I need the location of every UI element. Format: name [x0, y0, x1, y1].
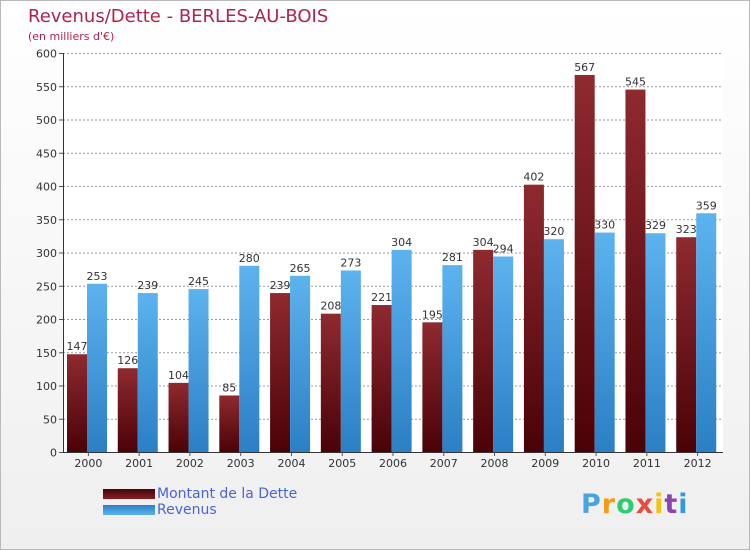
- data-label-dette: 85: [222, 381, 236, 394]
- data-label-dette: 126: [117, 354, 138, 367]
- x-tick-label: 2001: [125, 457, 153, 470]
- data-label-dette: 195: [422, 308, 443, 321]
- x-tick-label: 2008: [481, 457, 509, 470]
- bar-dette: [320, 313, 341, 452]
- bar-dette: [67, 354, 87, 452]
- proxiti-logo: Proxiti: [581, 489, 689, 520]
- data-label-dette: 323: [676, 223, 697, 236]
- data-label-dette: 239: [270, 279, 291, 292]
- bar-revenus: [290, 275, 311, 452]
- logo-letter: i: [678, 489, 689, 520]
- legend-label-dette: Montant de la Dette: [157, 486, 298, 502]
- y-tick-label: 600: [36, 48, 57, 61]
- legend-label-revenus: Revenus: [157, 502, 217, 518]
- y-tick-label: 250: [36, 280, 57, 293]
- y-tick-label: 500: [36, 114, 57, 127]
- bar-dette: [371, 305, 392, 452]
- bar-revenus: [442, 265, 463, 452]
- bar-revenus: [696, 213, 717, 452]
- x-tick-label: 2007: [430, 457, 458, 470]
- legend-swatch-revenus: [103, 505, 155, 515]
- bar-dette: [574, 74, 595, 452]
- bar-revenus: [543, 239, 564, 452]
- data-label-dette: 567: [574, 61, 595, 74]
- bar-revenus: [594, 232, 615, 452]
- x-tick-label: 2005: [328, 457, 356, 470]
- data-label-revenus: 239: [137, 279, 158, 292]
- logo-letter: x: [635, 489, 655, 520]
- data-label-revenus: 330: [594, 219, 615, 232]
- x-tick-label: 2010: [582, 457, 610, 470]
- x-tick-label: 2012: [684, 457, 712, 470]
- logo-letter: o: [616, 489, 636, 520]
- data-label-dette: 104: [168, 369, 189, 382]
- data-label-revenus: 280: [239, 252, 260, 265]
- data-label-revenus: 329: [645, 219, 666, 232]
- logo-letter: t: [664, 489, 679, 520]
- y-tick-label: 400: [36, 181, 57, 194]
- data-label-revenus: 320: [543, 225, 564, 238]
- data-label-dette: 208: [320, 300, 341, 313]
- y-tick-label: 50: [43, 413, 57, 426]
- data-label-revenus: 245: [188, 275, 209, 288]
- bar-dette: [422, 322, 443, 452]
- bar-revenus: [645, 233, 666, 452]
- bar-revenus: [340, 270, 361, 452]
- bar-revenus: [87, 283, 107, 452]
- logo-letter: i: [654, 489, 665, 520]
- legend-swatch-dette: [103, 489, 155, 499]
- x-tick-label: 2000: [74, 457, 102, 470]
- y-tick-label: 150: [36, 347, 57, 360]
- y-tick-label: 450: [36, 147, 57, 160]
- x-tick-label: 2011: [633, 457, 661, 470]
- y-tick-label: 100: [36, 380, 57, 393]
- bar-dette: [168, 382, 189, 452]
- data-label-dette: 221: [371, 291, 392, 304]
- data-label-revenus: 359: [696, 199, 717, 212]
- x-tick-label: 2009: [531, 457, 559, 470]
- bar-dette: [523, 184, 544, 453]
- logo-letter: r: [601, 489, 617, 520]
- y-tick-label: 350: [36, 214, 57, 227]
- x-tick-label: 2006: [379, 457, 407, 470]
- data-label-revenus: 294: [493, 242, 514, 255]
- data-label-revenus: 253: [87, 270, 108, 283]
- logo-letter: P: [581, 489, 602, 520]
- bar-dette: [676, 237, 697, 452]
- data-label-dette: 402: [523, 171, 544, 184]
- y-tick-label: 550: [36, 81, 57, 94]
- bar-revenus: [239, 265, 260, 452]
- x-tick-label: 2002: [176, 457, 204, 470]
- x-tick-label: 2004: [277, 457, 305, 470]
- bar-dette: [117, 368, 138, 452]
- data-label-dette: 545: [625, 76, 646, 89]
- x-tick-label: 2003: [227, 457, 255, 470]
- bar-dette: [625, 89, 646, 452]
- bar-revenus: [391, 249, 412, 452]
- data-label-revenus: 273: [340, 256, 361, 269]
- bar-revenus: [493, 256, 514, 452]
- bar-dette: [219, 395, 240, 452]
- y-tick-label: 200: [36, 314, 57, 327]
- y-tick-label: 300: [36, 247, 57, 260]
- bar-revenus: [188, 289, 209, 452]
- bar-dette: [473, 249, 494, 452]
- data-label-revenus: 265: [290, 262, 311, 275]
- chart-title: Revenus/Dette - BERLES-AU-BOIS: [28, 6, 329, 27]
- y-tick-label: 0: [50, 447, 57, 460]
- data-label-revenus: 281: [442, 251, 463, 264]
- bar-revenus: [137, 293, 158, 452]
- data-label-dette: 304: [473, 236, 494, 249]
- data-label-revenus: 304: [391, 236, 412, 249]
- data-label-dette: 147: [67, 340, 88, 353]
- chart-subtitle: (en milliers d'€): [28, 30, 115, 43]
- bar-dette: [270, 293, 291, 452]
